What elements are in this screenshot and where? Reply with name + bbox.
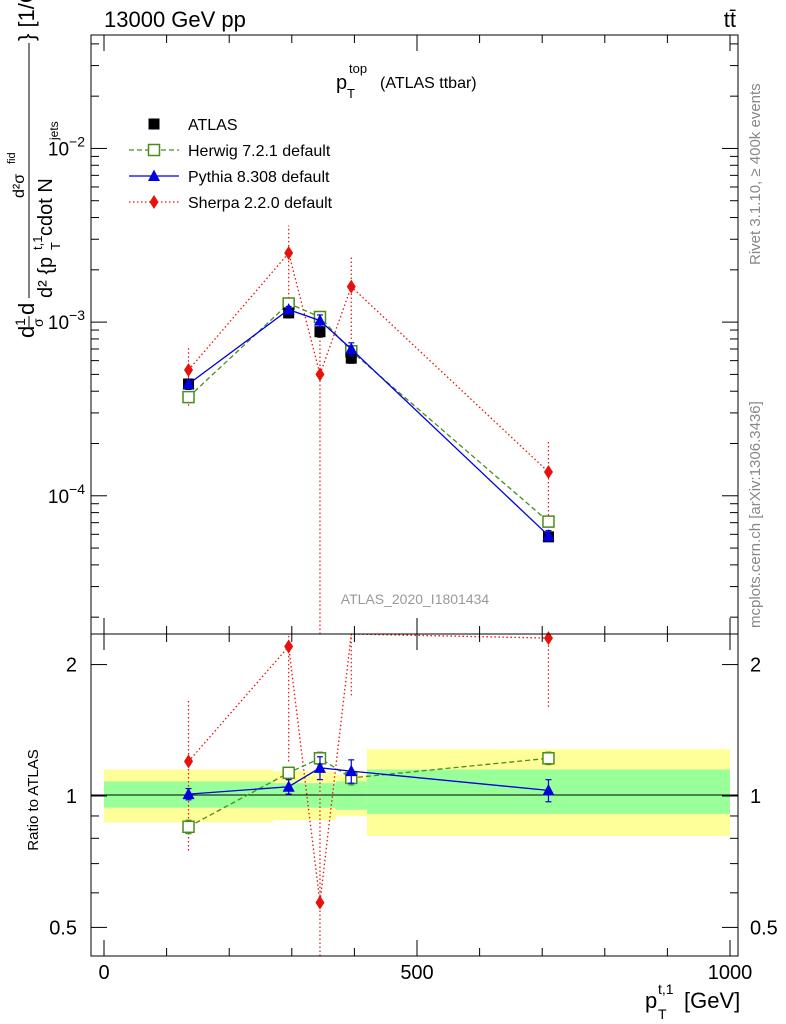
data-point-sherpa-2-2-0-default <box>284 639 294 654</box>
ratio-data-layer <box>182 631 555 956</box>
legend-label: Herwig 7.2.1 default <box>188 143 331 160</box>
series-line-herwig-7-2-1-default <box>188 302 549 523</box>
main-data-layer <box>182 225 555 634</box>
data-point-herwig-7-2-1-default <box>282 766 295 780</box>
series-line-sherpa-2-2-0-default <box>188 251 549 473</box>
legend-label: Sherpa 2.2.0 default <box>188 195 333 212</box>
rivet-label: Rivet 3.1.10, ≥ 400k events <box>747 83 764 265</box>
ratio-axes: 0.5 0.5 1 1 2 2 0 500 1000 <box>49 634 778 984</box>
main-axes: 10−4 10−3 10−2 <box>48 35 738 634</box>
ratio-band-inner <box>335 781 367 810</box>
x-axis-label: p T t,1 [GeV] <box>645 981 740 1022</box>
x-tick-label: 0 <box>98 962 109 984</box>
data-point-herwig-7-2-1-default <box>182 820 195 834</box>
legend-marker <box>148 118 160 130</box>
data-point-herwig-7-2-1-default <box>542 515 555 528</box>
ylabel-d2sigma: d²σ <box>11 174 28 198</box>
ratio-y-tick-label: 1 <box>66 786 77 808</box>
series-atlas <box>183 307 554 543</box>
y-tick-label: 10−2 <box>48 133 85 160</box>
data-point-sherpa-2-2-0-default <box>543 465 553 480</box>
data-point-pythia-8-308-default <box>345 342 358 355</box>
ylabel-cdot: cdot N <box>35 178 57 236</box>
data-point-pythia-8-308-default <box>313 314 326 326</box>
y-tick-label: 10−3 <box>48 307 85 334</box>
legend-label: ATLAS <box>188 117 238 134</box>
data-point-herwig-7-2-1-default <box>182 390 195 404</box>
ylabel-fid: fid <box>6 152 18 164</box>
title-sup: top <box>349 61 367 76</box>
main-ylabel: d 1 σ d d²σ fid d² {p T t,1 cdot N jets … <box>6 0 63 338</box>
ratio-y-tick-label-right: 2 <box>750 655 761 677</box>
ratio-y-tick-label-right: 1 <box>750 786 761 808</box>
ratio-plot-panel: 0.5 0.5 1 1 2 2 0 500 1000 Ratio to ATLAS p T t,… <box>25 631 778 1022</box>
xlabel-sup: t,1 <box>658 981 674 997</box>
data-point-sherpa-2-2-0-default <box>184 754 194 769</box>
ylabel-d2: d <box>14 303 39 315</box>
title-rest: (ATLAS ttbar) <box>380 75 477 92</box>
series-herwig-7-2-1-default <box>182 297 555 528</box>
data-point-sherpa-2-2-0-default <box>315 895 325 910</box>
ratio-ylabel: Ratio to ATLAS <box>25 749 42 850</box>
legend-label: Pythia 8.308 default <box>188 169 330 186</box>
series-pythia-8-308-default <box>182 756 555 803</box>
ylabel-pt-sub: T <box>48 242 63 250</box>
ylabel-pt: d² {p <box>35 257 57 298</box>
legend-item-herwig-7-2-1-default: Herwig 7.2.1 default <box>129 143 331 160</box>
ylabel-jets: jets <box>47 121 61 141</box>
series-line-pythia-8-308-default <box>188 308 549 537</box>
data-point-pythia-8-308-default <box>345 764 358 777</box>
ylabel-pt-sup: t,1 <box>30 236 45 250</box>
y-tick-label: 10−4 <box>48 481 85 508</box>
ratio-y-tick-label: 2 <box>66 655 77 677</box>
data-point-pythia-8-308-default <box>282 780 295 792</box>
legend-item-pythia-8-308-default: Pythia 8.308 default <box>129 169 330 186</box>
data-point-pythia-8-308-default <box>282 303 295 315</box>
legend-marker <box>149 195 159 209</box>
title-sub: T <box>347 86 355 101</box>
title-p: p <box>336 72 347 94</box>
data-point-pythia-8-308-default <box>182 787 195 800</box>
series-pythia-8-308-default <box>182 303 555 542</box>
header-left: 13000 GeV pp <box>104 7 246 32</box>
main-plot-panel: 10−4 10−3 10−2 p top T (ATLAS ttbar) ATLAS… <box>6 0 739 635</box>
data-point-sherpa-2-2-0-default <box>284 246 294 261</box>
data-point-atlas <box>314 326 326 338</box>
xlabel-unit: [GeV] <box>684 988 740 1013</box>
mcplots-label: mcplots.cern.ch [arXiv:1306.3436] <box>747 401 764 628</box>
x-tick-label: 500 <box>400 962 433 984</box>
data-point-sherpa-2-2-0-default <box>184 362 194 377</box>
data-point-pythia-8-308-default <box>313 761 326 773</box>
data-point-pythia-8-308-default <box>182 377 195 390</box>
x-tick-label: 1000 <box>708 962 753 984</box>
legend-item-atlas: ATLAS <box>148 117 238 134</box>
xlabel-sub: T <box>658 1006 667 1022</box>
xlabel-p: p <box>645 988 657 1013</box>
data-point-herwig-7-2-1-default <box>542 752 555 765</box>
data-point-sherpa-2-2-0-default <box>543 631 553 646</box>
ylabel-unit: } [1/GeV] <box>14 0 39 41</box>
ratio-y-tick-label-right: 0.5 <box>750 917 778 939</box>
ylabel-one: 1 <box>12 318 28 326</box>
legend: ATLAS Herwig 7.2.1 default Pythia 8.308 de… <box>129 117 333 212</box>
ylabel-sigma: σ <box>30 318 46 327</box>
data-point-pythia-8-308-default <box>542 783 555 796</box>
ratio-y-tick-label: 0.5 <box>49 917 77 939</box>
main-title: p top T (ATLAS ttbar) <box>336 61 477 101</box>
ratio-uncertainty-bands <box>104 749 730 836</box>
data-point-pythia-8-308-default <box>542 529 555 541</box>
legend-item-sherpa-2-2-0-default: Sherpa 2.2.0 default <box>129 195 333 212</box>
legend-marker <box>148 169 160 181</box>
series-sherpa-2-2-0-default <box>184 225 553 634</box>
ylabel-d1: d <box>14 326 39 338</box>
ratio-plot-frame <box>90 633 739 957</box>
legend-marker <box>147 143 161 157</box>
data-point-atlas <box>345 352 357 364</box>
header-right: tt̄ <box>724 7 736 32</box>
data-point-sherpa-2-2-0-default <box>315 367 325 382</box>
analysis-watermark: ATLAS_2020_I1801434 <box>341 591 490 607</box>
data-point-sherpa-2-2-0-default <box>346 279 356 294</box>
